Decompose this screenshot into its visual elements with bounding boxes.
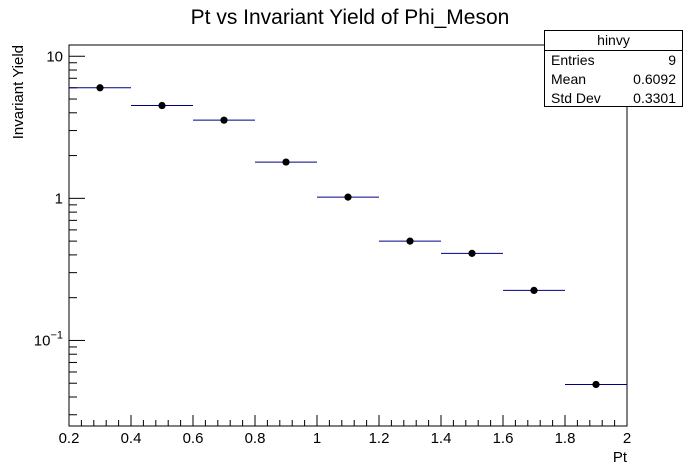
data-point [592,380,600,389]
x-tick-label: 1 [313,430,321,447]
x-tick-label: 1.6 [493,430,514,447]
y-tick-label: 10 [46,48,63,65]
data-point [406,237,414,245]
x-tick-label: 0.2 [59,430,80,447]
x-tick-label: 0.4 [121,430,142,447]
stats-box: hinvy Entries 9 Mean 0.6092 Std Dev 0.33… [544,30,683,107]
x-tick-label: 0.6 [183,430,204,447]
x-tick-label: 0.8 [245,430,266,447]
plot-frame [68,44,628,427]
x-axis-label: Pt [613,449,628,466]
y-axis-label: Invariant Yield [10,45,27,139]
stats-value: 9 [668,52,676,68]
stats-value: 0.3301 [633,90,676,106]
stats-row-entries: Entries 9 [545,51,682,70]
stats-row-mean: Mean 0.6092 [545,70,682,89]
stats-label: Mean [551,71,587,87]
x-tick-label: 2 [623,430,631,447]
data-point [282,158,290,166]
stats-row-stddev: Std Dev 0.3301 [545,89,682,108]
data-point [344,193,352,201]
data-point [530,286,538,295]
data-point [158,101,166,110]
y-tick-label: 1 [55,190,63,207]
data-point [220,116,228,124]
x-tick-label: 1.2 [369,430,390,447]
y-tick-label: 10−1 [34,329,63,349]
chart-title: Pt vs Invariant Yield of Phi_Meson [191,6,510,29]
data-point [96,84,104,92]
x-tick-label: 1.8 [555,430,576,447]
stats-title: hinvy [545,31,682,51]
data-point [468,249,476,257]
stats-value: 0.6092 [633,71,676,87]
stats-label: Entries [551,52,595,68]
x-tick-label: 1.4 [431,430,452,447]
stats-label: Std Dev [551,90,601,106]
